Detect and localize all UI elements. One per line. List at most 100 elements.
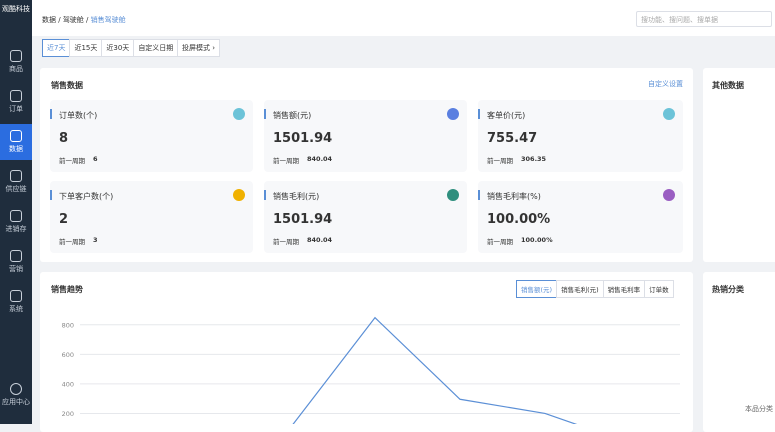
prev-label: 前一周期	[273, 157, 299, 165]
trend-tab[interactable]: 订单数	[644, 280, 674, 298]
trend-panel: 销售趋势 销售额(元) 销售毛利(元) 销售毛利率 订单数	[40, 272, 693, 432]
stat-card: 销售毛利(元) 1501.94 前一周期 840.04	[264, 181, 467, 253]
nav-item[interactable]: 系统	[0, 284, 32, 320]
prev-label: 前一周期	[59, 157, 85, 165]
trend-line	[292, 316, 578, 424]
stat-card: 下单客户数(个) 2 前一周期 3	[50, 181, 253, 253]
icon	[447, 108, 459, 120]
settings-link[interactable]: 自定义设置	[648, 80, 683, 88]
y-tick-label: 200	[62, 410, 74, 418]
icon	[447, 189, 459, 201]
nav-label: 数据	[9, 145, 23, 153]
stat-card: 客单价(元) 755.47 前一周期 306.35	[478, 100, 683, 172]
trend-tab[interactable]: 销售额(元)	[516, 280, 558, 298]
prev-label: 前一周期	[59, 238, 85, 246]
nav-label: 营销	[9, 265, 23, 273]
value: 100.00%	[487, 212, 551, 227]
trend-chart: 200 400 600 800	[62, 316, 680, 424]
nav-label: 订单	[9, 105, 23, 113]
icon	[10, 90, 22, 102]
nav-label: 系统	[9, 305, 23, 313]
icon	[10, 210, 22, 222]
topbar: 数据 / 驾驶舱 / 销售驾驶舱 搜功能、搜问题、搜单据	[32, 0, 775, 36]
prev-label: 前一周期	[487, 157, 513, 165]
nav-label: 进销存	[5, 225, 27, 233]
label: 销售毛利(元)	[273, 192, 320, 201]
stat-card: 销售毛利率(%) 100.00% 前一周期 100.00%	[478, 181, 683, 253]
range-tab[interactable]: 近7天	[42, 39, 71, 57]
label: 销售额(元)	[273, 111, 312, 120]
panel-title: 销售数据	[51, 81, 83, 90]
icon	[10, 290, 22, 302]
accent	[50, 109, 52, 119]
value: 755.47	[487, 131, 538, 146]
nav-label: 供应链	[5, 185, 27, 193]
nav-item[interactable]: 数据	[0, 124, 32, 160]
icon	[10, 170, 22, 182]
value: 1501.94	[273, 131, 333, 146]
nav-item[interactable]: 应用中心	[0, 383, 32, 407]
y-tick-label: 400	[62, 380, 74, 388]
icon	[10, 383, 22, 395]
search[interactable]: 搜功能、搜问题、搜单据	[636, 11, 772, 27]
nav-item[interactable]: 订单	[0, 84, 32, 120]
range-tab[interactable]: 自定义日期	[133, 39, 179, 57]
icon	[10, 50, 22, 62]
hot-note: 本品分类	[745, 405, 773, 413]
prev-value: 840.04	[307, 236, 333, 244]
nav-label: 应用中心	[2, 398, 30, 406]
crumb[interactable]: 数据	[42, 16, 56, 24]
prev-value: 3	[93, 236, 98, 244]
prev-label: 前一周期	[273, 238, 299, 246]
prev-value: 6	[93, 155, 98, 163]
hot-panel: 热销分类 本品分类	[703, 272, 775, 432]
trend-tab[interactable]: 销售毛利率	[602, 280, 646, 298]
accent	[50, 190, 52, 200]
value: 2	[59, 212, 69, 227]
icon	[233, 189, 245, 201]
label: 订单数(个)	[59, 111, 98, 120]
value: 1501.94	[273, 212, 333, 227]
brand: 观酷科技	[2, 5, 30, 13]
cast-button[interactable]: 投屏模式 ›	[177, 39, 221, 57]
crumb: 销售驾驶舱	[90, 16, 126, 24]
stat-card: 销售额(元) 1501.94 前一周期 840.04	[264, 100, 467, 172]
nav-item[interactable]: 营销	[0, 244, 32, 280]
icon	[663, 108, 675, 120]
trend-tab[interactable]: 销售毛利(元)	[556, 280, 604, 298]
crumb[interactable]: 驾驶舱	[62, 16, 84, 24]
range-tab[interactable]: 近15天	[69, 39, 103, 57]
y-tick-label: 800	[62, 321, 74, 329]
label: 客单价(元)	[487, 111, 526, 120]
prev-value: 840.04	[307, 155, 333, 163]
nav-item[interactable]: 供应链	[0, 164, 32, 200]
panel-title: 其他数据	[712, 81, 744, 90]
cast-label: 投屏模式	[182, 44, 210, 52]
icon	[663, 189, 675, 201]
other-panel: 其他数据	[703, 68, 775, 262]
icon	[10, 130, 22, 142]
nav-item[interactable]: 进销存	[0, 204, 32, 240]
range-tabs: 近7天 近15天 近30天 自定义日期	[42, 39, 179, 57]
nav-item[interactable]: 商品	[0, 44, 32, 80]
sidebar: 观酷科技 商品订单数据供应链进销存营销系统 应用中心	[0, 0, 32, 424]
accent	[264, 190, 266, 200]
range-tab[interactable]: 近30天	[101, 39, 135, 57]
accent	[264, 109, 266, 119]
trend-tabs: 销售额(元) 销售毛利(元) 销售毛利率 订单数	[516, 280, 674, 298]
value: 8	[59, 131, 69, 146]
prev-label: 前一周期	[487, 238, 513, 246]
accent	[478, 190, 480, 200]
stat-card: 订单数(个) 8 前一周期 6	[50, 100, 253, 172]
label: 下单客户数(个)	[59, 192, 114, 201]
prev-value: 100.00%	[521, 236, 553, 244]
y-tick-label: 600	[62, 351, 74, 359]
label: 销售毛利率(%)	[487, 192, 541, 201]
panel-title: 热销分类	[712, 285, 744, 294]
nav-label: 商品	[9, 65, 23, 73]
prev-value: 306.35	[521, 155, 547, 163]
icon	[10, 250, 22, 262]
accent	[478, 109, 480, 119]
panel-title: 销售趋势	[51, 285, 83, 294]
